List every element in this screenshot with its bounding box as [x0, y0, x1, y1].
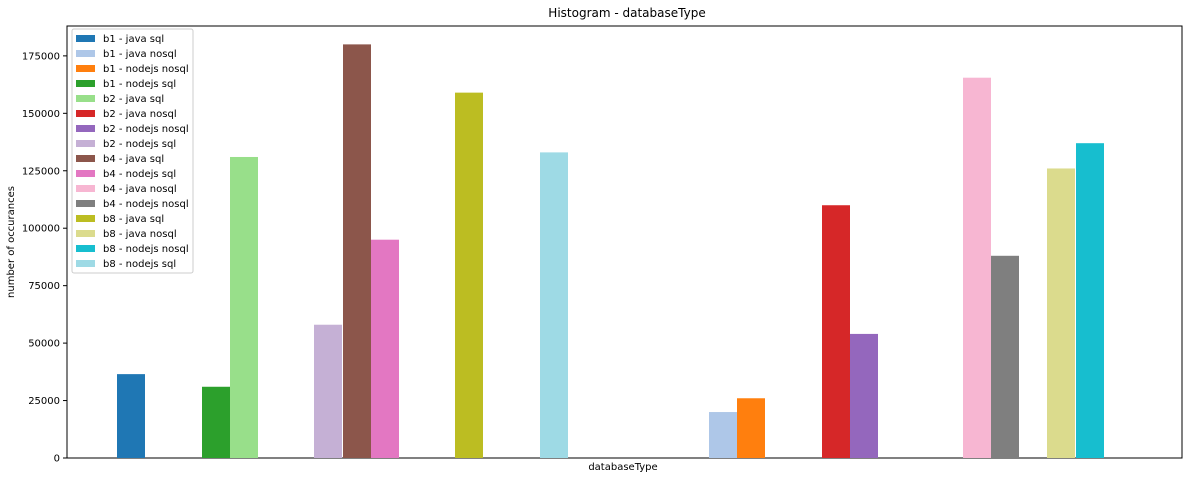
y-tick-label: 125000	[22, 166, 60, 177]
legend-entry: b2 - nodejs sql	[103, 139, 176, 150]
legend-swatch	[76, 170, 95, 177]
bar-b4-nodejs-nosql	[991, 255, 1019, 458]
bar-b8-nodejs-sql	[540, 152, 568, 458]
legend-entry: b1 - java sql	[103, 34, 164, 45]
bar-b1-java-nosql	[709, 412, 737, 458]
legend-swatch	[76, 155, 95, 162]
bar-b8-nodejs-nosql	[1076, 143, 1104, 459]
bar-b1-nodejs-nosql	[737, 398, 765, 458]
bar-b1-nodejs-sql	[202, 386, 230, 458]
x-axis-label: databaseType	[588, 462, 657, 473]
plot-area	[66, 25, 1183, 459]
legend-swatch	[76, 200, 95, 207]
legend-swatch	[76, 110, 95, 117]
bar-b8-java-sql	[455, 92, 483, 458]
y-tick-label: 150000	[22, 109, 60, 120]
chart-title: Histogram - databaseType	[548, 6, 705, 20]
y-tick-label: 0	[54, 454, 60, 465]
legend-entry: b4 - nodejs nosql	[103, 199, 189, 210]
legend-entry: b8 - java sql	[103, 214, 164, 225]
legend-swatch	[76, 65, 95, 72]
legend-entry: b1 - nodejs nosql	[103, 64, 189, 75]
y-axis-label: number of occurances	[6, 186, 17, 298]
y-tick-label: 75000	[28, 281, 60, 292]
legend-entry: b2 - java sql	[103, 94, 164, 105]
legend-entry: b8 - java nosql	[103, 229, 177, 240]
legend-swatch	[76, 215, 95, 222]
legend-entry: b4 - java nosql	[103, 184, 177, 195]
bar-b2-nodejs-sql	[314, 324, 342, 458]
legend-swatch	[76, 230, 95, 237]
legend-swatch	[76, 50, 95, 57]
y-tick-label: 100000	[22, 224, 60, 235]
legend-swatch	[76, 35, 95, 42]
bar-b2-java-sql	[230, 156, 258, 458]
legend-swatch	[76, 260, 95, 267]
legend: b1 - java sql b1 - java nosql b1 - nodejs …	[71, 28, 194, 274]
bar-b1-java-sql	[117, 374, 145, 458]
legend-box	[71, 28, 194, 274]
legend-entry: b2 - nodejs nosql	[103, 124, 189, 135]
legend-swatch	[76, 95, 95, 102]
legend-swatch	[76, 140, 95, 147]
y-tick-label: 25000	[28, 396, 60, 407]
legend-entry: b1 - java nosql	[103, 49, 177, 60]
legend-swatch	[76, 185, 95, 192]
bar-b4-java-nosql	[963, 77, 991, 459]
legend-swatch	[76, 80, 95, 87]
legend-entry: b4 - java sql	[103, 154, 164, 165]
legend-entry: b1 - nodejs sql	[103, 79, 176, 90]
legend-swatch	[76, 245, 95, 252]
legend-entry: b8 - nodejs nosql	[103, 244, 189, 255]
legend-swatch	[76, 125, 95, 132]
bars-group	[117, 44, 1104, 459]
bar-b2-nodejs-nosql	[850, 333, 878, 458]
legend-entry: b8 - nodejs sql	[103, 259, 176, 270]
bar-b2-java-nosql	[822, 205, 850, 458]
y-tick-label: 50000	[28, 339, 60, 350]
y-tick-label: 175000	[22, 51, 60, 62]
legend-entry: b4 - nodejs sql	[103, 169, 176, 180]
bar-b4-nodejs-sql	[371, 239, 399, 458]
legend-entry: b2 - java nosql	[103, 109, 177, 120]
y-axis: 0 25000 50000 75000 100000 125000 150000 175000	[22, 51, 67, 465]
bar-b4-java-sql	[343, 44, 371, 458]
bar-b8-java-nosql	[1047, 168, 1075, 458]
